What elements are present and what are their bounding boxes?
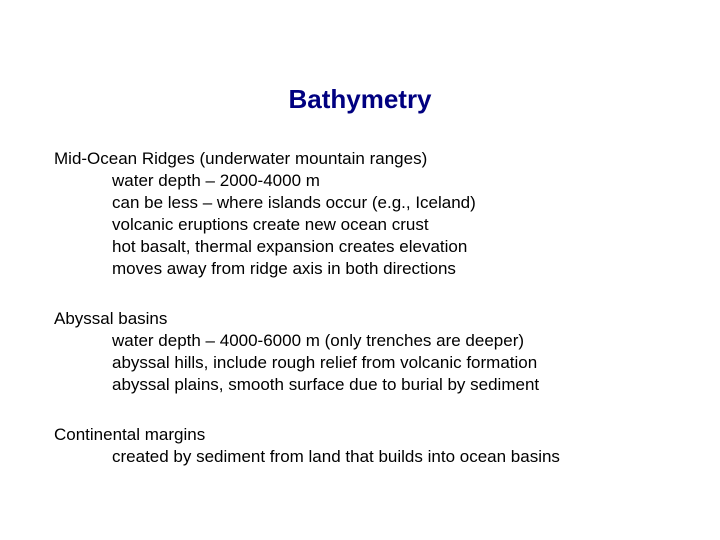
section-heading: Mid-Ocean Ridges (underwater mountain ra…: [54, 148, 476, 170]
section-0: Mid-Ocean Ridges (underwater mountain ra…: [54, 148, 476, 280]
section-line: moves away from ridge axis in both direc…: [54, 258, 476, 280]
section-line: can be less – where islands occur (e.g.,…: [54, 192, 476, 214]
section-heading: Continental margins: [54, 424, 560, 446]
section-line: water depth – 2000-4000 m: [54, 170, 476, 192]
slide-title: Bathymetry: [0, 84, 720, 115]
section-2: Continental marginscreated by sediment f…: [54, 424, 560, 468]
section-line: volcanic eruptions create new ocean crus…: [54, 214, 476, 236]
section-line: hot basalt, thermal expansion creates el…: [54, 236, 476, 258]
section-line: water depth – 4000-6000 m (only trenches…: [54, 330, 539, 352]
section-line: created by sediment from land that build…: [54, 446, 560, 468]
section-1: Abyssal basinswater depth – 4000-6000 m …: [54, 308, 539, 396]
section-heading: Abyssal basins: [54, 308, 539, 330]
section-line: abyssal plains, smooth surface due to bu…: [54, 374, 539, 396]
section-line: abyssal hills, include rough relief from…: [54, 352, 539, 374]
